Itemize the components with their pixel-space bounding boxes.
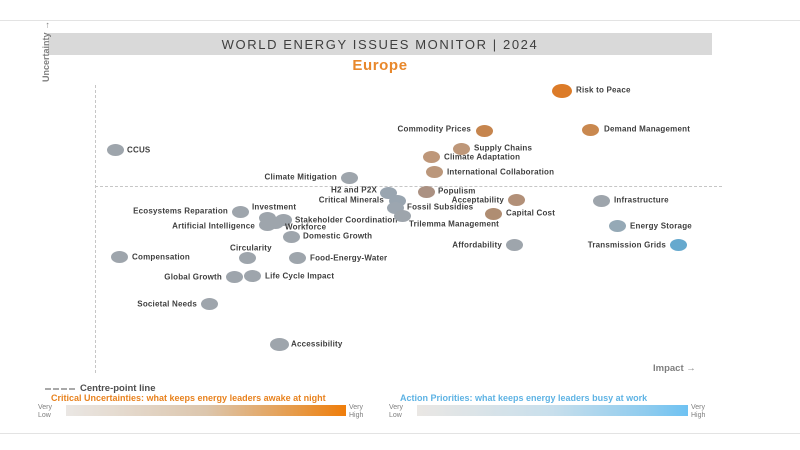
y-axis-dashed-line <box>95 85 96 373</box>
x-axis-label: Impact → <box>653 363 696 374</box>
issue-bubble-trilemma-management <box>393 210 411 222</box>
issue-bubble-compensation <box>110 251 128 263</box>
issue-label-accessibility: Accessibility <box>291 339 343 349</box>
critical-scale-high-label: Very High <box>349 404 364 420</box>
issue-label-acceptability: Acceptability <box>451 195 504 205</box>
legend: Centre-point line Critical Uncertainties… <box>0 380 800 425</box>
issue-label-international-collaboration: International Collaboration <box>447 167 555 177</box>
issue-bubble-acceptability <box>507 194 525 206</box>
issue-label-trilemma-management: Trilemma Management <box>409 219 500 229</box>
issue-label-domestic-growth: Domestic Growth <box>303 231 373 241</box>
issue-bubble-ccus <box>106 144 124 156</box>
slide-top-border <box>0 20 800 21</box>
critical-uncertainties-title: Critical Uncertainties: what keeps energ… <box>51 393 326 403</box>
issue-label-populism: Populism <box>438 186 476 196</box>
region-title: Europe <box>352 57 408 74</box>
issue-bubble-workforce <box>266 217 284 229</box>
critical-scale-low-label: Very Low <box>38 404 53 420</box>
action-scale-bar <box>417 405 688 416</box>
issue-label-circularity: Circularity <box>230 243 272 253</box>
issue-bubble-domestic-growth <box>282 231 300 243</box>
issue-bubble-capital-cost <box>484 208 502 220</box>
issue-bubble-climate-mitigation <box>340 172 358 184</box>
issue-label-compensation: Compensation <box>132 252 190 262</box>
issue-label-artificial-intelligence: Artificial Intelligence <box>172 221 255 231</box>
issue-label-societal-needs: Societal Needs <box>137 299 197 309</box>
issue-bubble-risk-to-peace <box>552 84 572 98</box>
issue-label-stakeholder-coordination: Stakeholder Coordination <box>295 215 398 225</box>
issue-bubble-global-growth <box>225 271 243 283</box>
centre-point-dashed-line <box>95 186 722 187</box>
centre-point-label: Centre-point line <box>80 383 156 394</box>
issue-bubble-energy-storage <box>608 220 626 232</box>
action-scale-high-label: Very High <box>691 404 706 420</box>
issue-label-ecosystems-reparation: Ecosystems Reparation <box>133 206 228 216</box>
issue-label-transmission-grids: Transmission Grids <box>587 240 666 250</box>
issue-bubble-ecosystems-reparation <box>231 206 249 218</box>
issue-bubble-societal-needs <box>200 298 218 310</box>
issue-bubble-food-energy-water <box>288 252 306 264</box>
issue-label-infrastructure: Infrastructure <box>614 195 669 205</box>
dashed-line-swatch <box>45 387 75 390</box>
issue-label-fossil-subsidies: Fossil Subsidies <box>407 202 474 212</box>
issue-bubble-circularity <box>238 252 256 264</box>
issue-label-capital-cost: Capital Cost <box>506 208 556 218</box>
issue-label-h2-and-p2x: H2 and P2X <box>330 185 377 195</box>
issue-bubble-populism <box>417 186 435 198</box>
issue-label-investment: Investment <box>252 202 297 212</box>
critical-scale-bar <box>66 405 346 416</box>
issue-bubble-life-cycle-impact <box>243 270 261 282</box>
issue-label-climate-mitigation: Climate Mitigation <box>264 172 337 182</box>
action-scale-low-label: Very Low <box>389 404 404 420</box>
issue-label-supply-chains: Supply Chains <box>474 143 533 153</box>
slide-bottom-border <box>0 433 800 434</box>
issue-label-ccus: CCUS <box>127 145 151 155</box>
issue-label-global-growth: Global Growth <box>164 272 222 282</box>
centre-point-legend: Centre-point line <box>45 383 155 394</box>
issue-bubble-accessibility <box>269 337 289 351</box>
issue-label-critical-minerals: Critical Minerals <box>318 195 384 205</box>
issue-bubble-transmission-grids <box>669 239 687 251</box>
issue-bubble-climate-adaptation <box>422 151 440 163</box>
issue-label-energy-storage: Energy Storage <box>630 221 692 231</box>
issue-label-affordability: Affordability <box>452 240 502 250</box>
issue-bubble-demand-management <box>581 124 599 136</box>
issue-bubble-infrastructure <box>592 195 610 207</box>
issue-bubble-international-collaboration <box>425 166 443 178</box>
issue-bubble-commodity-prices <box>475 125 493 137</box>
issue-label-climate-adaptation: Climate Adaptation <box>444 152 521 162</box>
issue-label-risk-to-peace: Risk to Peace <box>576 85 631 95</box>
issue-label-workforce: Workforce <box>285 222 327 232</box>
issue-bubble-supply-chains <box>452 143 470 155</box>
issue-label-demand-management: Demand Management <box>604 124 691 134</box>
issue-label-food-energy-water: Food-Energy-Water <box>310 253 388 263</box>
issue-label-commodity-prices: Commodity Prices <box>397 124 471 134</box>
issue-bubble-affordability <box>505 239 523 251</box>
page-title: WORLD ENERGY ISSUES MONITOR | 2024 <box>221 36 539 52</box>
action-priorities-title: Action Priorities: what keeps energy lea… <box>400 393 648 403</box>
title-bar: WORLD ENERGY ISSUES MONITOR | 2024 <box>48 33 712 55</box>
issue-label-life-cycle-impact: Life Cycle Impact <box>265 271 335 281</box>
